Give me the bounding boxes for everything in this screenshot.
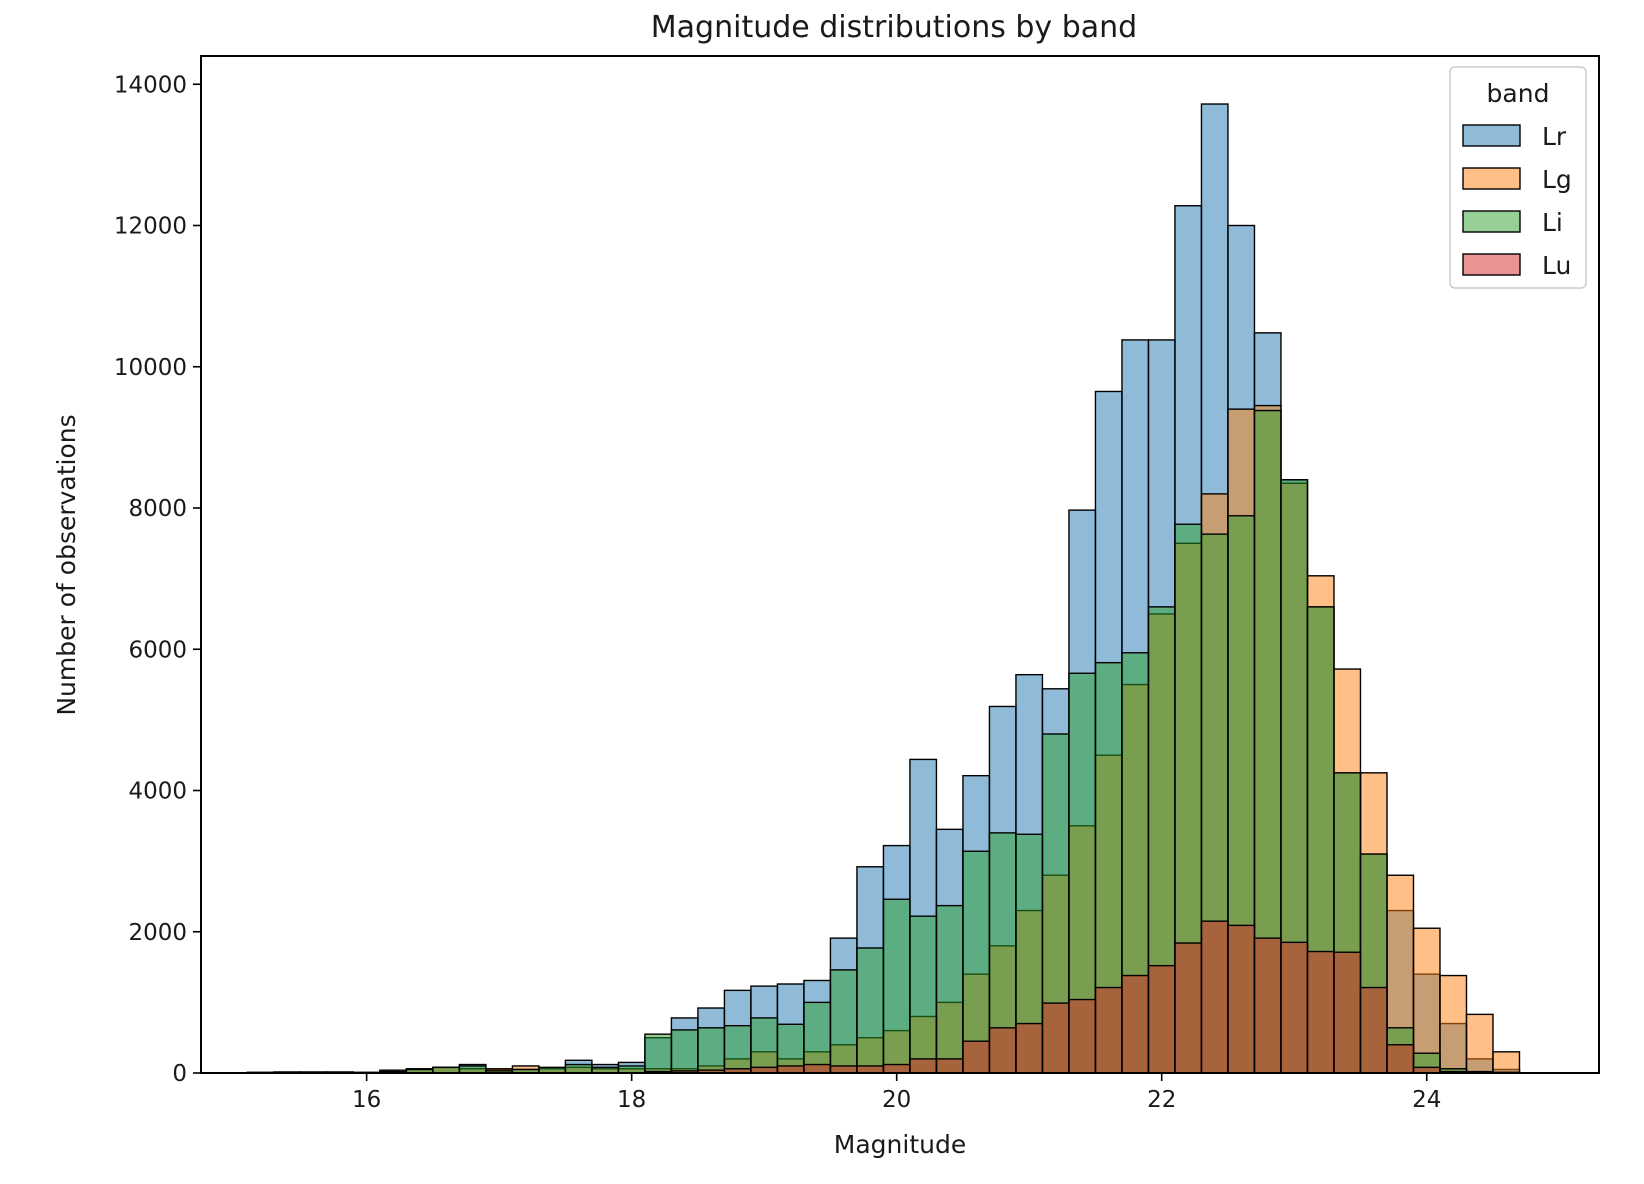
bar-Lu-34 [1148,966,1175,1073]
legend-label-Lu: Lu [1542,251,1571,280]
bar-Lu-36 [1201,921,1228,1073]
bar-Lu-42 [1360,988,1387,1073]
bar-Lu-22 [830,1066,857,1073]
y-tick-label: 0 [172,1061,187,1087]
y-tick-label: 14000 [114,72,187,98]
y-tick-label: 12000 [114,214,187,240]
legend-swatch-Lr [1463,125,1520,146]
y-axis-label: Number of observations [52,414,81,715]
bar-Lu-35 [1175,943,1202,1073]
bars-layer [247,104,1519,1073]
legend-title: band [1487,79,1550,108]
x-tick-label: 24 [1412,1087,1441,1113]
bar-Lu-29 [1016,1024,1042,1073]
bar-Lu-39 [1281,942,1308,1073]
bar-Lg-46 [1466,1014,1493,1073]
legend: band Lr Lg Li Lu [1450,67,1586,288]
bar-Lu-40 [1307,952,1334,1073]
bar-Lu-27 [963,1041,990,1073]
bar-Lg-44 [1413,928,1440,1073]
legend-label-Lg: Lg [1542,165,1572,194]
bar-Li-15 [645,1034,672,1073]
y-tick-label: 2000 [128,920,187,946]
y-tick-label: 6000 [128,637,187,663]
bar-Li-22 [830,970,857,1073]
bar-Li-27 [963,851,990,1073]
y-tick-label: 10000 [114,355,187,381]
x-axis-ticks: 16 18 20 22 24 [352,1073,1441,1113]
bar-Lu-41 [1334,952,1361,1073]
bar-Li-16 [671,1030,698,1073]
bar-Lu-21 [804,1065,831,1073]
bar-Lu-37 [1228,925,1255,1073]
x-tick-label: 22 [1147,1087,1176,1113]
legend-swatch-Lu [1463,254,1520,275]
x-axis-label: Magnitude [834,1130,966,1159]
bar-Li-26 [936,906,963,1073]
x-tick-label: 18 [617,1087,646,1113]
bar-Lg-45 [1440,976,1467,1073]
bar-Lu-30 [1042,1003,1069,1073]
bar-Li-12 [565,1065,592,1073]
bar-Li-23 [857,948,884,1073]
y-tick-label: 4000 [128,779,187,805]
bar-Lu-33 [1122,976,1149,1073]
bar-Lg-47 [1493,1052,1520,1073]
bar-Lu-28 [989,1028,1016,1073]
bar-Lu-24 [883,1065,910,1073]
legend-label-Lr: Lr [1542,122,1567,151]
bar-Li-14 [618,1066,645,1073]
bar-Li-17 [698,1028,725,1073]
legend-label-Li: Li [1542,208,1563,237]
legend-swatch-Li [1463,211,1520,232]
bar-Lu-32 [1095,988,1122,1073]
y-axis-ticks: 0 2000 4000 6000 8000 10000 12000 14000 [114,72,201,1087]
y-tick-label: 8000 [128,496,187,522]
x-tick-label: 20 [882,1087,911,1113]
bar-Lu-20 [777,1066,804,1073]
bar-Li-8 [459,1066,486,1073]
bar-Li-18 [724,1026,751,1073]
bar-Lu-25 [910,1059,937,1073]
chart-title: Magnitude distributions by band [651,10,1137,45]
legend-swatch-Lg [1463,168,1520,189]
bar-Lu-31 [1069,1000,1096,1073]
bar-Lu-43 [1387,1045,1414,1073]
bar-Li-21 [804,1002,831,1073]
bar-Li-25 [910,916,937,1073]
bar-Lu-23 [857,1066,884,1073]
bar-Lu-26 [936,1059,963,1073]
bar-Li-24 [883,899,910,1073]
bar-Li-19 [751,1018,778,1073]
x-tick-label: 16 [352,1087,381,1113]
bar-Lu-38 [1254,938,1281,1073]
